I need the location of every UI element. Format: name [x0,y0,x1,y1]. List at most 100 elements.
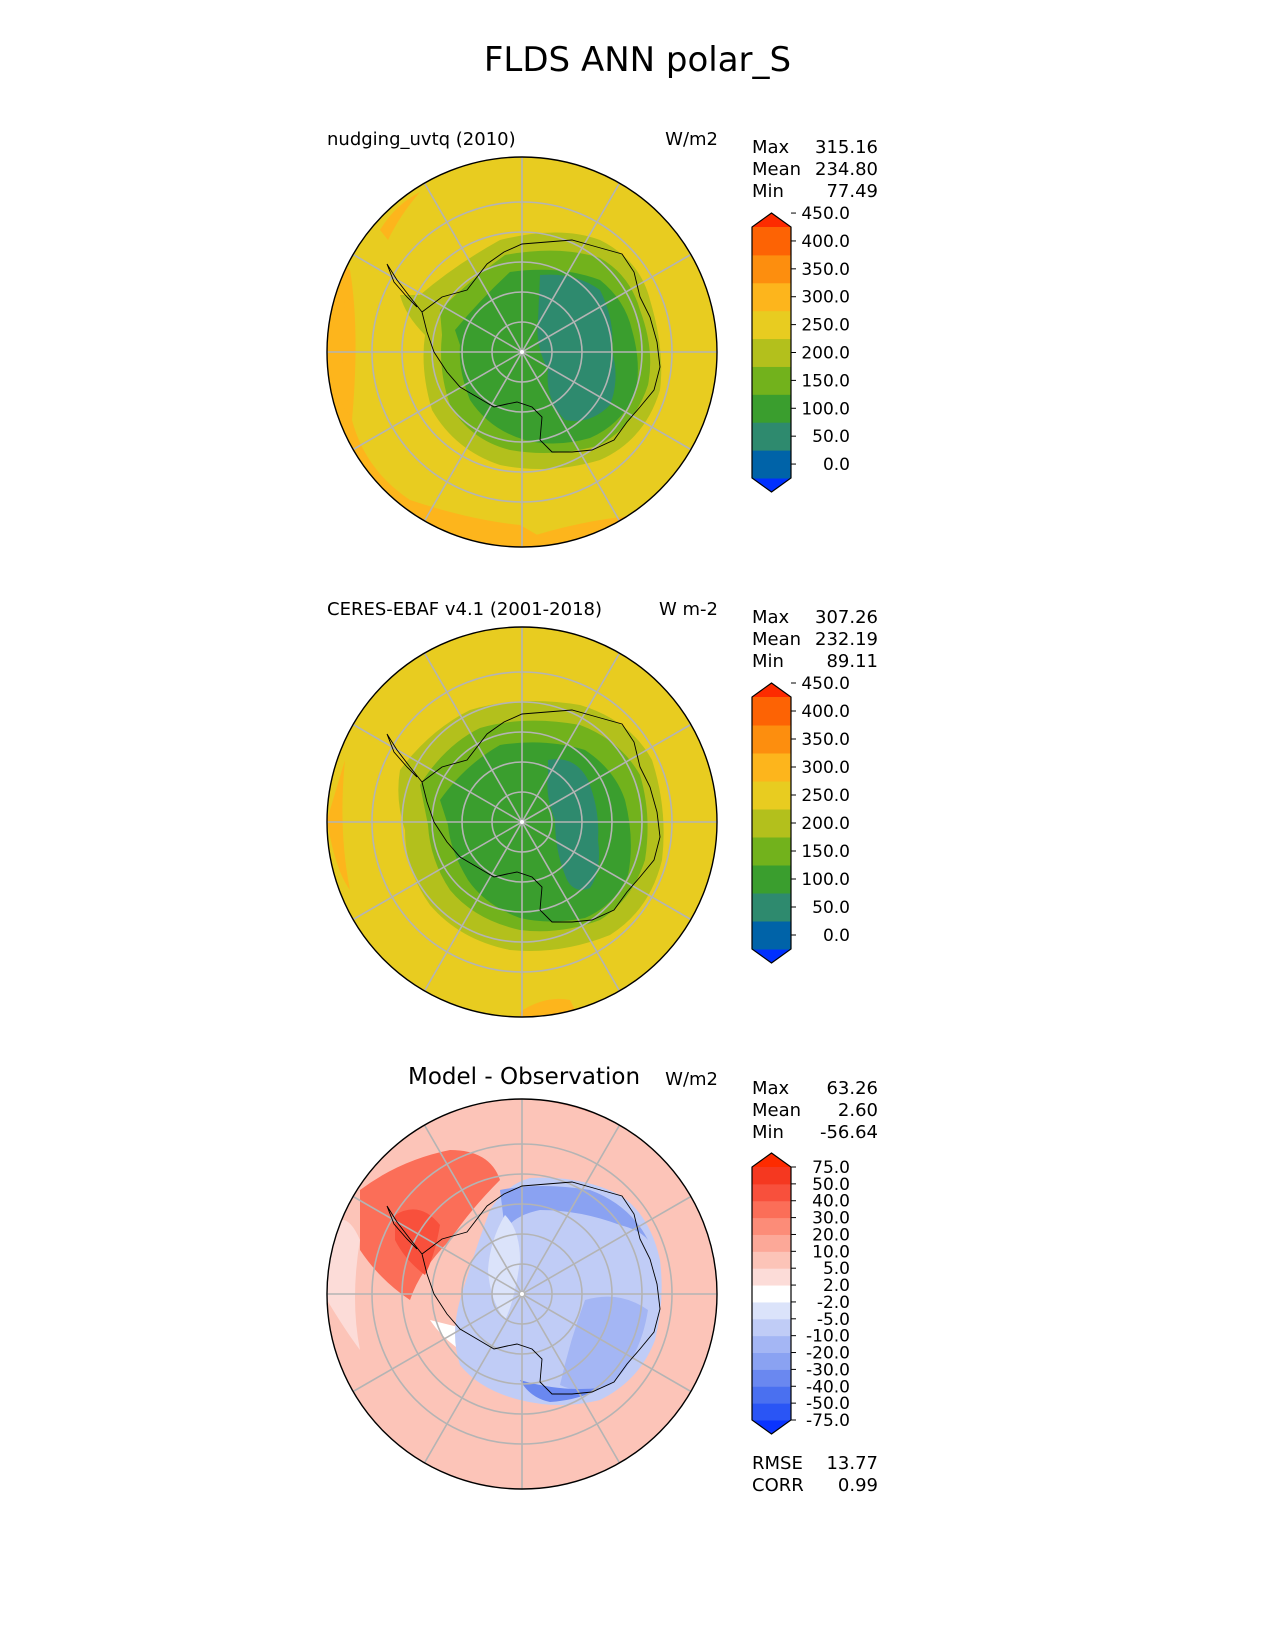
panel-diff-stats: Max 63.26 Mean 2.60 Min -56.64 [752,1078,878,1143]
colorbar-tick-label: 350.0 [801,260,850,280]
map-overlay-2 [326,1098,718,1490]
colorbar-segment [752,893,791,922]
map-overlay-0 [326,156,718,548]
colorbar-tick-label: 400.0 [801,702,850,722]
colorbar-tick-label: 450.0 [801,674,850,694]
coastline-peninsula [386,733,423,783]
colorbar-tick-label: 2.0 [823,1276,850,1296]
colorbar-segment [752,1217,791,1235]
map-overlay-1 [326,626,718,1018]
colorbar-segment [752,310,791,340]
coastline-peninsula [386,1205,423,1255]
colorbar-test: 0.0 50.0 100.0 150.0 200.0 250.0 300.0 350.0 400… [751,204,850,493]
colorbar-extend-min [752,949,791,963]
coastline [421,709,661,923]
colorbar-tick-label: -10.0 [806,1327,850,1347]
colorbar-segment [752,1301,791,1320]
colorbar-segment [752,697,791,726]
colorbar-tick-label: -50.0 [806,1394,850,1414]
colorbar-segment [752,1369,791,1387]
panel-ref-label: CERES-EBAF v4.1 (2001-2018) [327,599,603,620]
colorbar-segment [752,1167,791,1185]
pole-marker [520,820,524,824]
colorbar-tick-label: 250.0 [801,786,850,806]
colorbar-tick-label: 150.0 [801,842,850,862]
colorbar-tick-label: 200.0 [801,814,850,834]
colorbar-outline [751,212,792,493]
colorbar-segment [752,394,791,423]
colorbar-tick-label: 20.0 [812,1225,850,1245]
colorbar-segment [752,809,791,838]
colorbar-segment [752,1234,791,1252]
panel-diff-metrics: RMSE 13.77 CORR 0.99 [752,1453,878,1496]
coastline [421,239,661,453]
colorbar-segment [752,1352,791,1370]
colorbar-tick-label: 450.0 [801,204,850,224]
colorbar-segment [752,1268,791,1286]
colorbar-tick-label: 100.0 [801,399,850,419]
panel-diff-units: W/m2 [665,1069,718,1090]
colorbar-tick-label: 40.0 [812,1192,850,1212]
colorbar-tick-label: -40.0 [806,1377,850,1397]
colorbar-tick-label: 50.0 [812,898,850,918]
panel-test-units: W/m2 [665,129,718,150]
colorbar-tick-label: 300.0 [801,288,850,308]
colorbar-segment [752,1183,791,1202]
colorbar-segment [752,227,791,256]
map-test [327,157,717,547]
colorbar-segment [752,422,791,451]
map-outline [326,156,718,548]
colorbar-tick-label: -75.0 [806,1411,850,1431]
colorbar-segment [752,837,791,866]
colorbar-segment [752,1335,791,1354]
colorbar-tick-label: 0.0 [823,926,850,946]
panel-diff-title: Model - Observation [408,1064,641,1090]
colorbar-extend-max [752,1153,791,1167]
pole-marker [520,1292,524,1296]
panel-ref-units: W m-2 [658,599,718,620]
colorbar-tick-label: 10.0 [812,1242,850,1262]
colorbar-tick-label: 5.0 [823,1259,850,1279]
colorbar-extend-max [752,213,791,227]
colorbar-extend-max [752,683,791,697]
panel-test-stats: Max 315.16 Mean 234.80 Min 77.49 [752,137,878,202]
map-outline [326,626,718,1018]
colorbar-segment [752,450,791,479]
colorbar-segment [752,865,791,894]
colorbar-tick-label: 75.0 [812,1158,850,1178]
colorbar-segment [752,921,791,950]
coastline [421,1181,661,1395]
colorbar-tick-label: 400.0 [801,232,850,252]
colorbar-segment [752,1251,791,1269]
coastline-peninsula [386,263,423,313]
colorbar-tick-label: 300.0 [801,758,850,778]
colorbar-segment [752,725,791,754]
colorbar-tick-label: 30.0 [812,1209,850,1229]
colorbar-outline [751,682,792,964]
colorbar-segment [752,1200,791,1219]
colorbar-diff: -75.0-50.0-40.0-30.0-20.0-10.0-5.0-2.02.… [751,1152,850,1435]
colorbar-tick-label: -30.0 [806,1360,850,1380]
colorbar-tick-label: -20.0 [806,1344,850,1364]
panel-test-label: nudging_uvtq (2010) [327,129,516,150]
colorbar-segment [752,366,791,395]
pole-marker [520,350,524,354]
colorbar-ref: 0.0 50.0 100.0 150.0 200.0 250.0 300.0 350.0 400… [751,674,850,964]
panel-ref-stats: Max 307.26 Mean 232.19 Min 89.11 [752,607,878,672]
colorbar-segment [752,1318,791,1337]
colorbar-tick-label: 350.0 [801,730,850,750]
colorbar-tick-label: 50.0 [812,427,850,447]
colorbar-segment [752,1403,791,1421]
colorbar-segment [752,282,791,312]
map-outline [326,1098,718,1490]
colorbar-tick-label: 0.0 [823,455,850,475]
colorbar-tick-label: 200.0 [801,344,850,364]
colorbar-segment [752,1386,791,1404]
colorbar-extend-min [752,1420,791,1434]
colorbar-tick-label: 100.0 [801,870,850,890]
colorbar-extend-min [752,478,791,492]
colorbar-tick-label: 150.0 [801,371,850,391]
colorbar-segment [752,338,791,367]
colorbar-tick-label: 250.0 [801,316,850,336]
